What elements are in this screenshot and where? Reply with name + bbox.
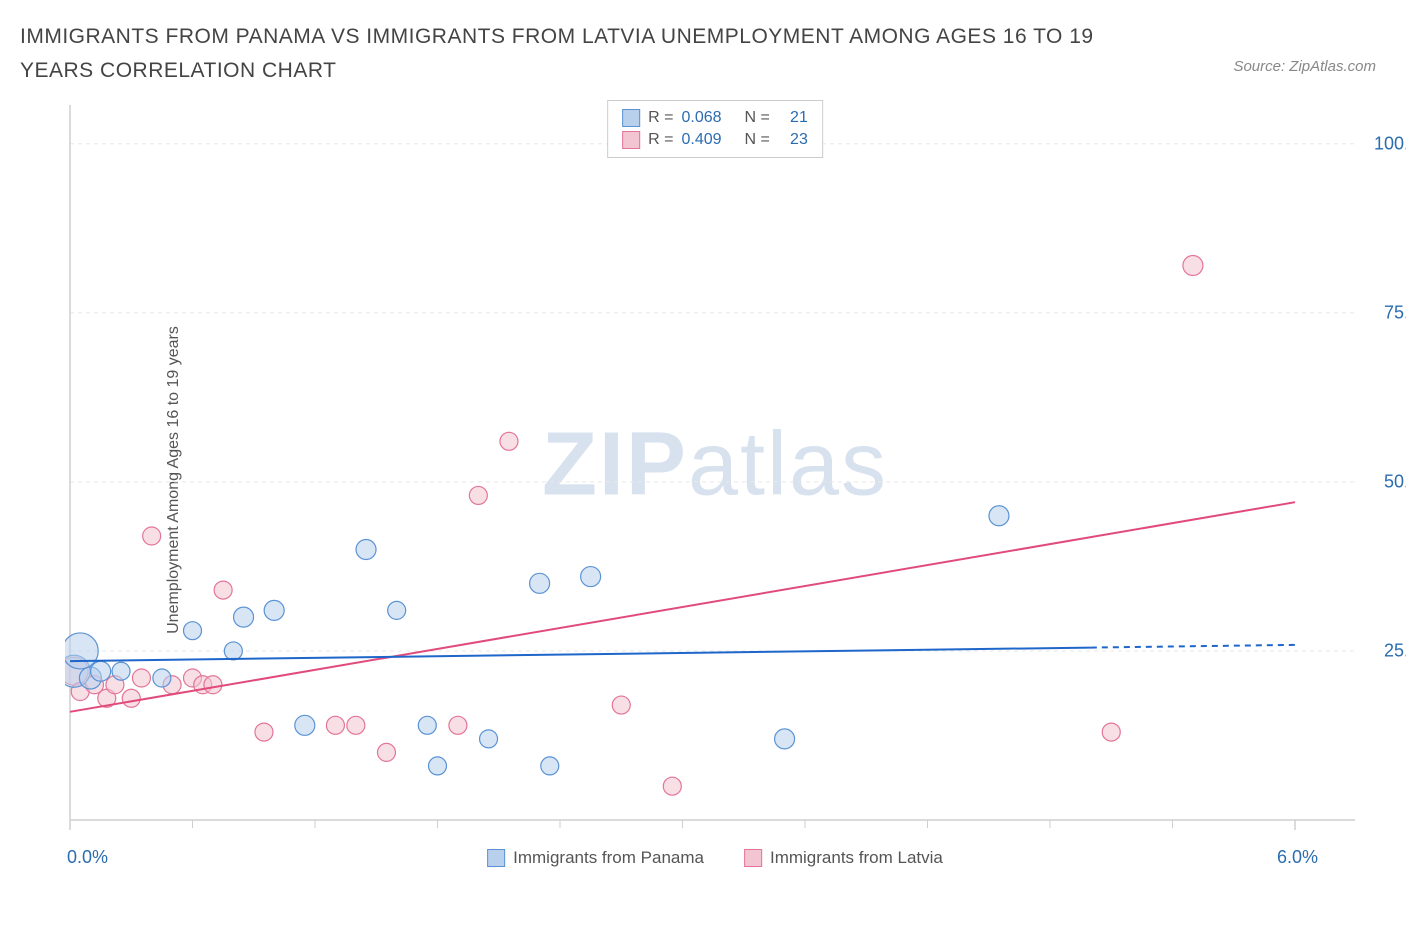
legend-label-latvia: Immigrants from Latvia xyxy=(770,848,943,868)
legend-top-row: R = 0.409 N = 23 xyxy=(622,129,808,151)
correlation-legend: R = 0.068 N = 21 R = 0.409 N = 23 xyxy=(607,100,823,158)
legend-item-panama: Immigrants from Panama xyxy=(487,848,704,868)
swatch-latvia xyxy=(744,849,762,867)
r-label: R = xyxy=(648,131,673,149)
chart-area: Unemployment Among Ages 16 to 19 years Z… xyxy=(65,100,1365,860)
n-label: N = xyxy=(745,131,770,149)
n-value: 23 xyxy=(778,131,808,149)
source-attribution: Source: ZipAtlas.com xyxy=(1233,58,1376,75)
y-tick-label: 25.0% xyxy=(1384,640,1406,661)
scatter-plot xyxy=(65,100,1365,860)
y-tick-label: 75.0% xyxy=(1384,302,1406,323)
legend-swatch xyxy=(622,131,640,149)
series-legend: Immigrants from Panama Immigrants from L… xyxy=(487,848,943,868)
legend-item-latvia: Immigrants from Latvia xyxy=(744,848,943,868)
n-value: 21 xyxy=(778,109,808,127)
r-label: R = xyxy=(648,109,673,127)
x-tick-min: 0.0% xyxy=(67,847,108,868)
n-label: N = xyxy=(745,109,770,127)
legend-swatch xyxy=(622,109,640,127)
y-tick-label: 50.0% xyxy=(1384,471,1406,492)
r-value: 0.068 xyxy=(682,109,737,127)
chart-title: IMMIGRANTS FROM PANAMA VS IMMIGRANTS FRO… xyxy=(20,20,1120,87)
legend-label-panama: Immigrants from Panama xyxy=(513,848,704,868)
y-tick-label: 100.0% xyxy=(1374,133,1406,154)
swatch-panama xyxy=(487,849,505,867)
r-value: 0.409 xyxy=(682,131,737,149)
legend-top-row: R = 0.068 N = 21 xyxy=(622,107,808,129)
x-tick-max: 6.0% xyxy=(1277,847,1318,868)
